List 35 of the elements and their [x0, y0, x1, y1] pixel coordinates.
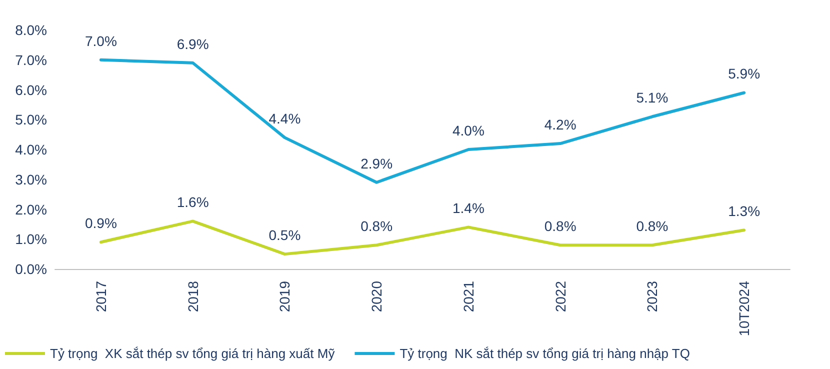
data-label: 0.9%: [84, 215, 117, 232]
data-label: 7.0%: [84, 32, 117, 49]
data-label: 0.5%: [268, 227, 301, 244]
data-label: 4.4%: [268, 110, 301, 127]
y-tick-label: 7.0%: [15, 52, 47, 68]
y-tick-label: 0.0%: [15, 261, 47, 277]
y-tick-label: 5.0%: [15, 112, 47, 128]
data-label: 4.0%: [452, 122, 484, 138]
data-label: 2.9%: [360, 155, 393, 172]
legend-label: Tỷ trọng XK sắt thép sv tổng giá trị hàng xuất Mỹ: [50, 346, 336, 361]
y-tick-label: 4.0%: [15, 142, 47, 158]
x-tick-label: 2020: [368, 280, 385, 312]
data-label: 0.8%: [360, 218, 393, 234]
x-tick-label: 2022: [552, 280, 568, 312]
y-tick-label: 2.0%: [15, 201, 47, 218]
data-label: 4.2%: [544, 116, 576, 133]
data-label: 6.9%: [176, 36, 209, 52]
y-tick-label: 3.0%: [15, 171, 47, 188]
data-label: 1.4%: [452, 200, 484, 216]
x-tick-label: 2017: [92, 280, 109, 312]
y-tick-label: 6.0%: [15, 82, 47, 98]
legend-label: Tỷ trọng NK sắt thép sv tổng giá trị hàng nhập TQ: [400, 346, 690, 361]
y-tick-label: 1.0%: [15, 231, 47, 248]
data-label: 1.6%: [176, 194, 209, 210]
y-tick-label: 8.0%: [15, 22, 47, 38]
x-tick-label: 2023: [644, 280, 660, 312]
data-label: 0.8%: [544, 218, 576, 234]
data-label: 0.8%: [636, 218, 668, 234]
x-tick-label: 2019: [276, 280, 293, 312]
data-label: 5.9%: [728, 66, 760, 82]
x-tick-label: 2021: [460, 280, 476, 312]
data-label: 1.3%: [728, 203, 760, 220]
x-tick-label: 10T2024: [736, 280, 752, 336]
data-label: 5.1%: [636, 90, 668, 106]
x-tick-label: 2018: [184, 280, 201, 312]
